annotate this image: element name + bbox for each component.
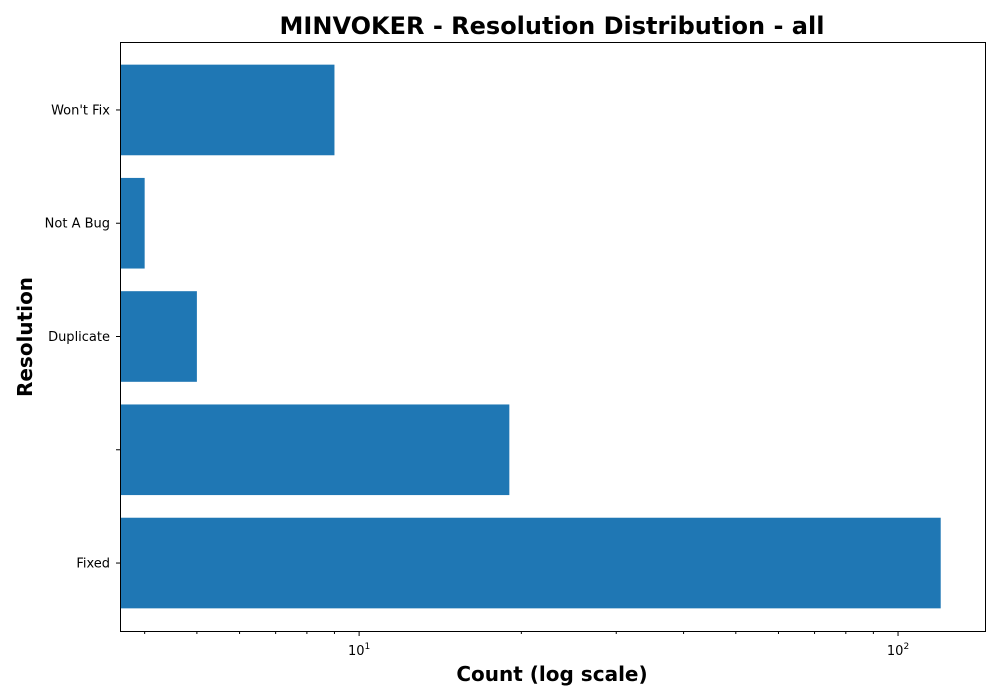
x-axis-label: Count (log scale): [456, 662, 647, 686]
y-tick-label: Not A Bug: [45, 217, 110, 232]
chart-title: MINVOKER - Resolution Distribution - all: [280, 12, 825, 40]
bars-group: [120, 64, 941, 609]
bar: [120, 291, 197, 382]
y-tick-label: Won't Fix: [51, 103, 110, 118]
x-tick-label: 101: [348, 642, 370, 659]
bar: [120, 517, 941, 609]
bar: [120, 64, 335, 156]
y-tick-label: Fixed: [76, 557, 110, 572]
plot-frame: [120, 42, 986, 632]
x-tick-label: 102: [887, 642, 909, 659]
y-axis-label: Resolution: [13, 277, 37, 397]
y-tick-label: Duplicate: [48, 330, 110, 345]
x-axis-ticks: 101 102: [144, 631, 909, 659]
y-axis-ticks: Fixed Duplicate Not A Bug Won't Fix: [45, 103, 120, 572]
bar: [120, 177, 145, 269]
bar: [120, 404, 510, 496]
